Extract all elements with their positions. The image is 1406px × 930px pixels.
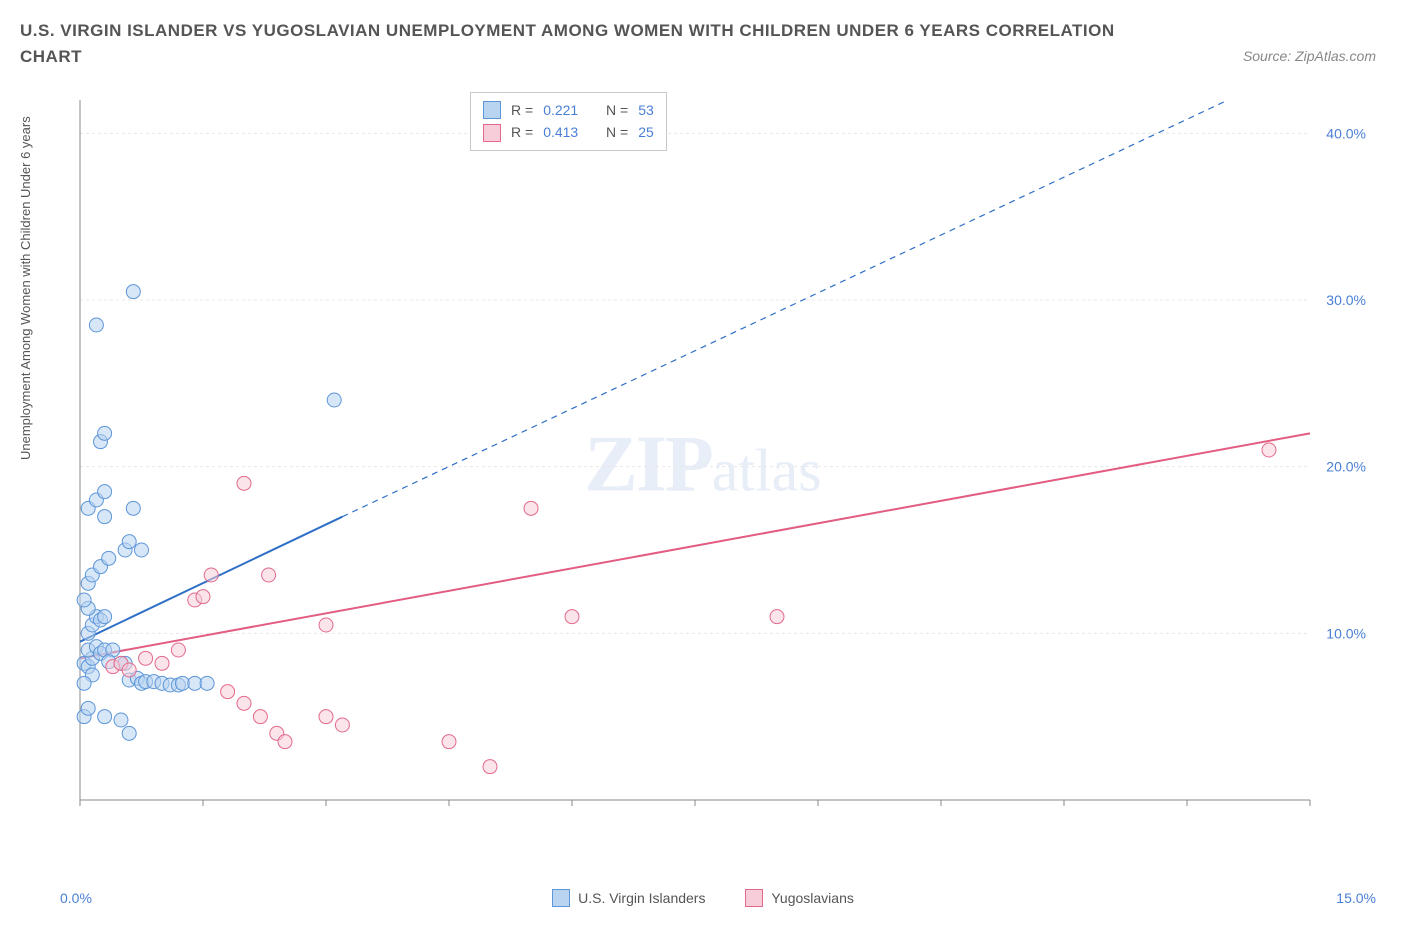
N-value-usvi: 53	[638, 99, 654, 121]
legend-swatch-yugo-icon	[745, 889, 763, 907]
y-axis-label: Unemployment Among Women with Children U…	[18, 116, 33, 460]
legend-swatch-yugo	[483, 124, 501, 142]
svg-text:20.0%: 20.0%	[1326, 459, 1366, 475]
legend-item-usvi: U.S. Virgin Islanders	[552, 889, 705, 907]
correlation-legend: R = 0.221 N = 53 R = 0.413 N = 25	[470, 92, 667, 151]
series-legend: U.S. Virgin Islanders Yugoslavians	[0, 889, 1406, 910]
svg-text:30.0%: 30.0%	[1326, 292, 1366, 308]
legend-swatch-usvi	[483, 101, 501, 119]
scatter-chart: 10.0% 20.0% 30.0% 40.0%	[70, 90, 1380, 830]
legend-label-yugo: Yugoslavians	[771, 890, 854, 906]
R-value-yugo: 0.413	[543, 121, 578, 143]
source-label: Source: ZipAtlas.com	[1243, 48, 1376, 64]
legend-swatch-usvi-icon	[552, 889, 570, 907]
svg-text:40.0%: 40.0%	[1326, 125, 1366, 141]
legend-row-yugo: R = 0.413 N = 25	[483, 121, 654, 143]
R-label: R =	[511, 99, 533, 121]
R-label: R =	[511, 121, 533, 143]
chart-title: U.S. VIRGIN ISLANDER VS YUGOSLAVIAN UNEM…	[20, 18, 1120, 69]
N-value-yugo: 25	[638, 121, 654, 143]
legend-item-yugo: Yugoslavians	[745, 889, 854, 907]
N-label: N =	[606, 99, 628, 121]
R-value-usvi: 0.221	[543, 99, 578, 121]
legend-row-usvi: R = 0.221 N = 53	[483, 99, 654, 121]
N-label: N =	[606, 121, 628, 143]
svg-text:10.0%: 10.0%	[1326, 625, 1366, 641]
legend-label-usvi: U.S. Virgin Islanders	[578, 890, 705, 906]
